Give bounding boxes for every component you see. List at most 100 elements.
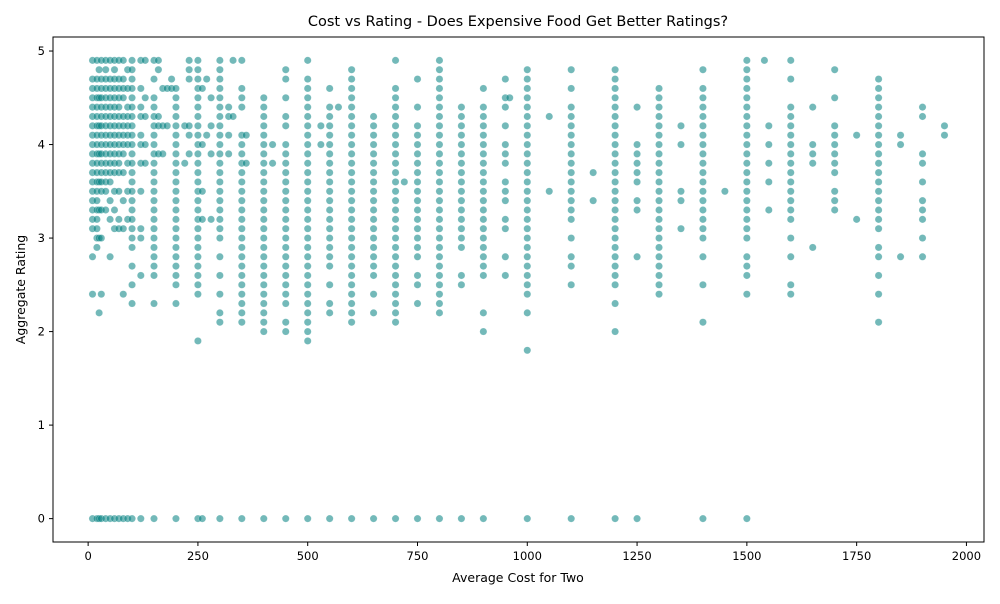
data-point xyxy=(128,178,136,186)
data-point xyxy=(523,215,532,224)
data-point xyxy=(699,93,707,102)
data-point xyxy=(347,131,356,140)
data-point xyxy=(479,187,488,196)
data-point xyxy=(457,280,466,289)
data-point xyxy=(567,131,576,140)
data-point xyxy=(259,150,268,158)
data-point xyxy=(194,150,202,158)
data-point xyxy=(435,280,444,289)
data-point xyxy=(128,215,136,224)
data-point xyxy=(281,65,290,74)
data-point xyxy=(523,159,532,168)
data-point xyxy=(369,206,378,214)
data-point xyxy=(237,84,246,93)
data-point xyxy=(479,112,488,121)
data-point xyxy=(237,93,246,102)
data-point xyxy=(369,131,378,140)
data-point xyxy=(699,196,707,205)
data-point xyxy=(677,187,685,196)
data-point xyxy=(136,187,145,196)
data-point xyxy=(325,280,334,289)
data-point xyxy=(611,178,619,186)
data-point xyxy=(128,243,136,252)
data-point xyxy=(207,93,215,102)
data-point xyxy=(918,234,927,242)
data-point xyxy=(830,206,839,214)
data-point xyxy=(150,224,158,233)
data-point xyxy=(347,84,356,93)
data-point xyxy=(918,252,927,261)
data-point xyxy=(567,262,576,270)
data-point xyxy=(874,318,883,327)
data-point xyxy=(699,206,707,214)
data-point xyxy=(259,309,268,317)
data-point xyxy=(119,93,128,102)
data-point xyxy=(501,75,510,83)
data-point xyxy=(150,299,158,308)
data-point xyxy=(216,309,224,317)
data-point xyxy=(303,178,312,186)
data-point xyxy=(655,280,663,289)
data-point xyxy=(479,131,488,140)
data-point xyxy=(259,224,268,233)
data-point xyxy=(259,187,268,196)
data-point xyxy=(918,196,927,205)
data-point xyxy=(303,271,312,280)
data-point xyxy=(764,178,773,186)
data-point xyxy=(303,121,312,130)
data-point xyxy=(136,131,145,140)
data-point xyxy=(259,215,268,224)
data-point xyxy=(567,84,576,93)
data-point xyxy=(347,159,356,168)
data-point xyxy=(93,224,101,233)
data-point xyxy=(150,75,158,83)
data-point xyxy=(830,121,839,130)
data-point xyxy=(786,280,795,289)
data-point xyxy=(567,252,576,261)
data-point xyxy=(110,65,119,74)
data-point xyxy=(435,187,444,196)
data-point xyxy=(391,187,400,196)
data-point xyxy=(347,215,356,224)
data-point xyxy=(281,243,290,252)
data-point xyxy=(523,140,532,149)
data-point xyxy=(259,103,268,111)
data-point xyxy=(237,168,246,177)
data-point xyxy=(457,140,466,149)
data-point xyxy=(523,252,532,261)
data-point xyxy=(150,159,158,168)
data-point xyxy=(611,271,619,280)
data-point xyxy=(136,514,145,523)
data-point xyxy=(281,318,290,327)
data-point xyxy=(786,112,795,121)
data-point xyxy=(150,215,158,224)
data-point xyxy=(303,150,312,158)
data-point xyxy=(523,243,532,252)
data-point xyxy=(194,56,202,65)
data-point xyxy=(325,187,334,196)
data-point xyxy=(523,75,532,83)
data-point xyxy=(699,150,707,158)
data-point xyxy=(808,150,817,158)
data-point xyxy=(216,514,224,523)
data-point xyxy=(874,224,883,233)
data-point xyxy=(611,75,619,83)
data-point xyxy=(198,215,207,224)
data-point xyxy=(501,150,510,158)
data-point xyxy=(106,178,114,186)
data-point xyxy=(229,112,237,121)
data-point xyxy=(115,103,123,111)
data-point xyxy=(325,514,334,523)
data-point xyxy=(918,159,927,168)
data-point xyxy=(101,187,110,196)
data-point xyxy=(391,178,400,186)
data-point xyxy=(413,103,422,111)
data-point xyxy=(435,252,444,261)
data-point xyxy=(435,290,444,299)
data-point xyxy=(237,252,246,261)
data-point xyxy=(435,206,444,214)
data-point xyxy=(786,187,795,196)
data-point xyxy=(237,215,246,224)
data-point xyxy=(150,178,158,186)
data-point xyxy=(457,159,466,168)
